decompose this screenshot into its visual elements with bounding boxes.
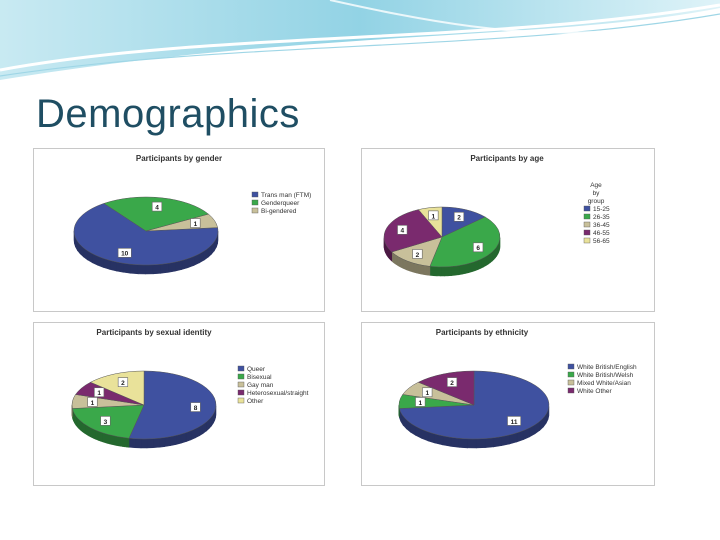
legend-item-46-55: 46-55 [583,229,610,237]
chart-panel-gender: Participants by gender 10 4 1 Trans man (FTM… [33,148,325,312]
svg-text:Mixed White/Asian: Mixed White/Asian [577,380,631,387]
pie-depth [71,404,217,449]
svg-text:3: 3 [104,419,108,426]
legend-item-white-british-welsh: White British/Welsh [567,371,634,379]
svg-text:Genderqueer: Genderqueer [261,200,300,207]
legend-item-heterosexual-straight: Heterosexual/straight [237,389,309,397]
svg-text:6: 6 [476,245,480,252]
legend-item-26-35: 26-35 [583,213,610,221]
legend-item-15-25: 15-25 [583,205,610,213]
data-label: 8 [190,402,201,412]
svg-text:4: 4 [155,204,159,211]
legend-title: Age [590,182,602,189]
chart-panel-sexual-identity: Participants by sexual identity 8 3 1 1 2 Quee… [33,322,325,486]
legend-item-white-other: White Other [567,387,613,395]
svg-text:1: 1 [425,390,429,397]
svg-text:56-65: 56-65 [593,238,610,245]
legend-item-queer: Queer [237,365,266,373]
data-label: 1 [422,387,433,397]
svg-text:8: 8 [194,405,198,412]
svg-text:Bisexual: Bisexual [247,374,272,381]
svg-text:46-55: 46-55 [593,230,610,237]
legend-item-56-65: 56-65 [583,237,610,245]
legend-item-mixed-white-asian: Mixed White/Asian [567,379,631,387]
pie-slice-other [89,370,145,406]
chart-panel-age: Participants by age 2 6 2 4 1 Age by group 15-25 2… [361,148,655,312]
svg-text:36-45: 36-45 [593,222,610,229]
pie-slice-26-35 [429,216,501,268]
pie-chart-age: Participants by age 2 6 2 4 1 Agebygroup15-252… [383,154,610,277]
data-label: 11 [507,416,522,426]
svg-text:Trans man (FTM): Trans man (FTM) [261,192,311,199]
data-label: 2 [117,377,129,387]
pie-slice-white-other [417,370,475,406]
svg-text:White Other: White Other [577,388,613,395]
svg-text:White British/Welsh: White British/Welsh [577,372,634,379]
chart-title: Participants by sexual identity [96,328,212,337]
chart-title: Participants by gender [136,154,222,163]
legend-title: group [588,198,605,205]
data-label: 1 [190,218,201,228]
data-label: 2 [412,249,423,259]
svg-text:1: 1 [97,390,101,397]
chart-title: Participants by age [470,154,544,163]
svg-text:11: 11 [511,419,518,426]
chart-panel-ethnicity: Participants by ethnicity 11 1 1 2 White Brit… [361,322,655,486]
svg-text:2: 2 [416,252,420,259]
data-label: 4 [397,225,408,235]
legend-item-white-british-english: White British/English [567,363,637,371]
data-label: 6 [473,242,484,252]
svg-text:10: 10 [121,251,129,258]
pie-chart-sexual-identity: Participants by sexual identity 8 3 11 2 Quee… [71,328,309,449]
legend-item-trans-man-ftm: Trans man (FTM) [251,191,311,199]
svg-text:2: 2 [121,380,125,387]
data-label: 1 [428,210,439,220]
slide-title: Demographics [36,92,300,136]
svg-text:15-25: 15-25 [593,206,610,213]
svg-text:Queer: Queer [247,366,266,373]
data-label: 1 [415,397,426,407]
pie-slice-queer [128,370,217,440]
svg-text:26-35: 26-35 [593,214,610,221]
svg-text:Bi-gendered: Bi-gendered [261,208,297,215]
svg-text:4: 4 [400,228,404,235]
svg-text:1: 1 [418,400,422,407]
svg-text:2: 2 [457,215,461,222]
legend-item-bi-gendered: Bi-gendered [251,207,297,215]
data-label: 3 [100,416,111,426]
legend-title: by [593,190,601,197]
svg-text:Heterosexual/straight: Heterosexual/straight [247,390,309,397]
data-label: 10 [117,248,132,258]
svg-text:2: 2 [450,380,454,387]
svg-text:1: 1 [91,400,95,407]
legend-item-other: Other [237,397,264,405]
legend-item-genderqueer: Genderqueer [251,199,300,207]
svg-text:White British/English: White British/English [577,364,637,371]
pie-slice-genderqueer [103,196,210,232]
legend-item-gay-man: Gay man [237,381,274,389]
svg-text:1: 1 [194,221,198,228]
svg-text:Other: Other [247,398,264,405]
data-label: 2 [453,211,465,222]
pie-slice-trans-man-ftm [73,203,219,266]
data-label: 1 [94,387,105,397]
data-label: 4 [151,201,163,211]
data-label: 1 [87,397,98,407]
legend-item-36-45: 36-45 [583,221,610,229]
svg-text:1: 1 [432,213,436,220]
chart-title: Participants by ethnicity [436,328,529,337]
header-wave-decoration [0,0,720,80]
data-label: 2 [446,377,458,387]
legend-item-bisexual: Bisexual [237,373,272,381]
pie-chart-gender: Participants by gender 10 4 1 Trans man (FTM… [73,154,311,275]
pie-depth [383,237,501,277]
svg-text:Gay man: Gay man [247,382,274,389]
